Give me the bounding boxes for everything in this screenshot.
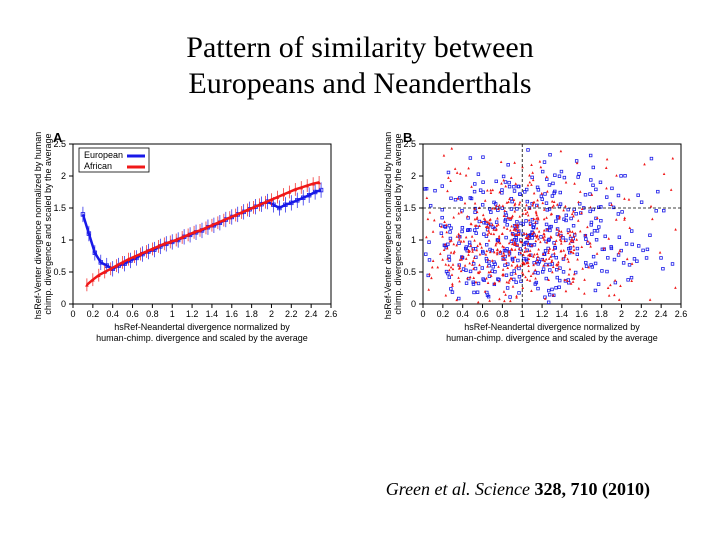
panel-a-wrap: A 00.20.40.60.811.21.41.61.822.22.42.600… [25,132,345,352]
svg-text:0.2: 0.2 [87,309,100,319]
svg-text:2: 2 [269,309,274,319]
svg-text:0.4: 0.4 [456,309,469,319]
svg-text:2.6: 2.6 [325,309,338,319]
svg-text:0: 0 [61,299,66,309]
panel-a-chart: 0 0.2 0.4 0.6 0.8 1 1.2 1.4 1.6 1.8 2 2.2 2.4 2.6 0 0.5… [25,132,345,352]
svg-text:1.4: 1.4 [556,309,569,319]
svg-text:0.5: 0.5 [53,267,66,277]
svg-text:chimp. divergence and scaled b: chimp. divergence and scaled by the aver… [43,133,53,314]
svg-text:African: African [84,161,112,171]
panel-b-wrap: B 00.20.40.60.811.21.41.61.822.22.42.600… [375,132,695,352]
svg-text:2: 2 [61,171,66,181]
svg-text:2.2: 2.2 [635,309,648,319]
svg-text:2.2: 2.2 [285,309,298,319]
title-line2: Europeans and Neanderthals [188,67,531,100]
svg-text:hsRef-Venter divergence normal: hsRef-Venter divergence normalized by hu… [383,132,393,319]
svg-text:1.8: 1.8 [245,309,258,319]
svg-text:hsRef-Neandertal divergence no: hsRef-Neandertal divergence normalized b… [114,322,290,332]
svg-text:1.8: 1.8 [595,309,608,319]
svg-text:1.4: 1.4 [206,309,219,319]
svg-text:0: 0 [70,309,75,319]
charts-row: A 00.20.40.60.811.21.41.61.822.22.42.600… [0,102,720,352]
svg-text:1: 1 [520,309,525,319]
svg-text:hsRef-Venter divergence normal: hsRef-Venter divergence normalized by hu… [33,132,43,319]
svg-text:1.5: 1.5 [53,203,66,213]
svg-text:1.5: 1.5 [403,203,416,213]
svg-text:1: 1 [61,235,66,245]
svg-text:1.2: 1.2 [536,309,549,319]
citation-volume: 328, 710 (2010) [535,479,651,499]
svg-text:1: 1 [170,309,175,319]
svg-text:1: 1 [411,235,416,245]
svg-text:2.6: 2.6 [675,309,688,319]
svg-text:chimp. divergence and scaled b: chimp. divergence and scaled by the aver… [393,133,403,314]
svg-text:2.4: 2.4 [305,309,318,319]
svg-text:2: 2 [411,171,416,181]
panel-b-chart: 0 0.2 0.4 0.6 0.8 1 1.2 1.4 1.6 1.8 2 2.2 2.4 2.6 0 0.5… [375,132,695,352]
svg-text:1.6: 1.6 [576,309,589,319]
slide-title: Pattern of similarity between Europeans … [0,0,720,102]
citation-prefix: Green et al. Science [386,479,535,499]
svg-text:2.4: 2.4 [655,309,668,319]
svg-text:0.8: 0.8 [146,309,159,319]
svg-text:human-chimp. divergence and sc: human-chimp. divergence and scaled by th… [446,333,658,343]
svg-text:0.2: 0.2 [437,309,450,319]
svg-text:0.4: 0.4 [106,309,119,319]
svg-text:0: 0 [411,299,416,309]
svg-text:European: European [84,150,123,160]
svg-text:0.8: 0.8 [496,309,509,319]
svg-text:1.6: 1.6 [226,309,239,319]
svg-text:2: 2 [619,309,624,319]
svg-text:0.6: 0.6 [126,309,139,319]
svg-text:0: 0 [420,309,425,319]
svg-text:human-chimp. divergence and sc: human-chimp. divergence and scaled by th… [96,333,308,343]
svg-text:0.5: 0.5 [403,267,416,277]
svg-text:0.6: 0.6 [476,309,489,319]
svg-text:1.2: 1.2 [186,309,199,319]
svg-text:hsRef-Neandertal divergence no: hsRef-Neandertal divergence normalized b… [464,322,640,332]
citation: Green et al. Science 328, 710 (2010) [386,479,650,500]
title-line1: Pattern of similarity between [186,31,533,64]
panel-a-label: A [53,130,62,145]
panel-b-label: B [403,130,412,145]
